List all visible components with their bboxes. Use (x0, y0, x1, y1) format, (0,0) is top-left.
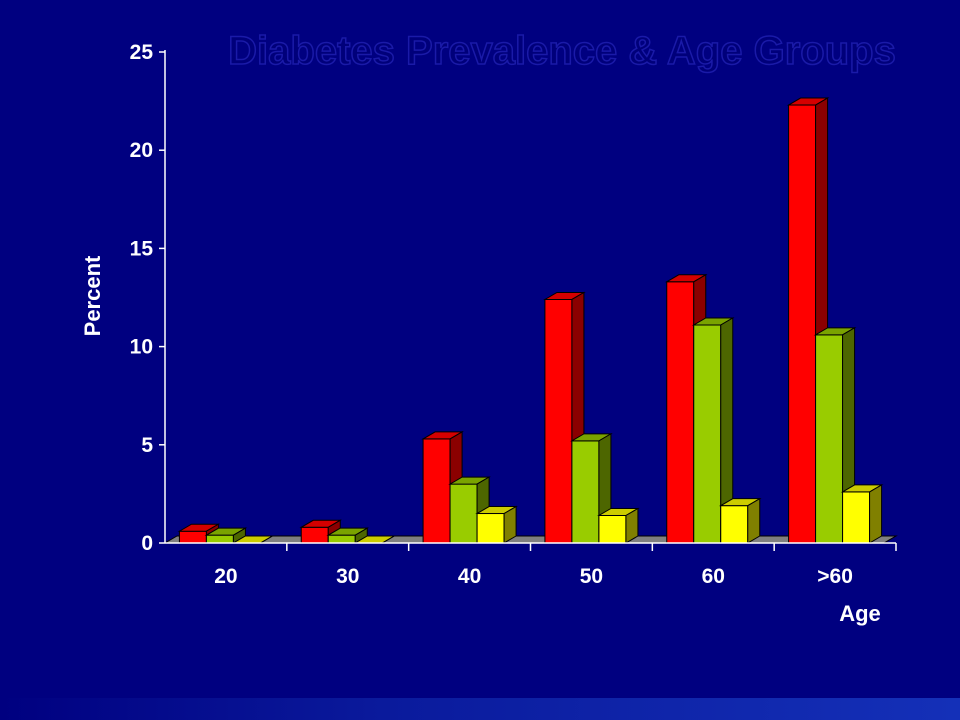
bar-front-face (598, 515, 627, 544)
y-tick-label: 20 (130, 139, 153, 162)
y-tick-label: 15 (130, 237, 154, 260)
chart-floor (163, 535, 898, 544)
bar-front-face (449, 483, 478, 544)
x-tick-label: 20 (214, 565, 237, 588)
bar-60-series-3 (718, 497, 762, 544)
x-tick-label: 30 (336, 565, 359, 588)
bar-front-face (476, 513, 505, 544)
bar-side-face (625, 507, 639, 544)
bar-side-face (260, 535, 273, 544)
y-tick-label: 0 (141, 532, 153, 555)
bar-60-series-2 (691, 317, 735, 544)
y-tick-label: 10 (130, 336, 153, 359)
bar-front-face (815, 334, 844, 544)
bar-front-face (788, 104, 817, 544)
x-tick-label: >60 (817, 565, 853, 588)
x-tick-label: 40 (458, 565, 481, 588)
bar-front-face (720, 505, 749, 544)
chart-floor-plane (163, 535, 898, 544)
bar-front-face (205, 534, 234, 544)
bars-group (177, 97, 884, 544)
bar-front-face (178, 530, 207, 544)
y-axis-title: Percent (80, 255, 105, 336)
bar-front-face (571, 440, 600, 544)
bar-front-face (842, 491, 871, 544)
bar-40-series-3 (475, 505, 518, 544)
bar-front-face (327, 534, 356, 544)
x-tick-label: 50 (580, 565, 603, 588)
bar-side-face (381, 535, 395, 544)
y-tick-label: 25 (130, 41, 154, 64)
bar-50-series-3 (597, 507, 640, 544)
x-tick-labels: 20 30 40 50 60 >60 (214, 565, 853, 588)
bar-front-face (422, 438, 451, 544)
bottom-decorative-band (0, 698, 960, 720)
bar-40-series-2 (448, 476, 491, 544)
y-tick-labels: 0 5 10 15 20 25 (130, 41, 154, 555)
bar-20-series-2 (204, 527, 248, 544)
y-tick-label: 5 (141, 434, 153, 457)
bar-side-face (747, 497, 761, 544)
bar->60-series-3 (840, 484, 884, 544)
bar-side-face (869, 484, 883, 544)
chart-title: Diabetes Prevalence & Age Groups (228, 29, 896, 73)
axes-group (159, 50, 897, 551)
bar-front-face (666, 281, 695, 544)
x-tick-label: 60 (702, 565, 725, 588)
x-axis-title: Age (839, 601, 881, 626)
bar-front-face (544, 298, 573, 544)
bar-front-face (693, 324, 722, 544)
bar-side-face (503, 505, 517, 544)
bar-front-face (300, 526, 329, 544)
